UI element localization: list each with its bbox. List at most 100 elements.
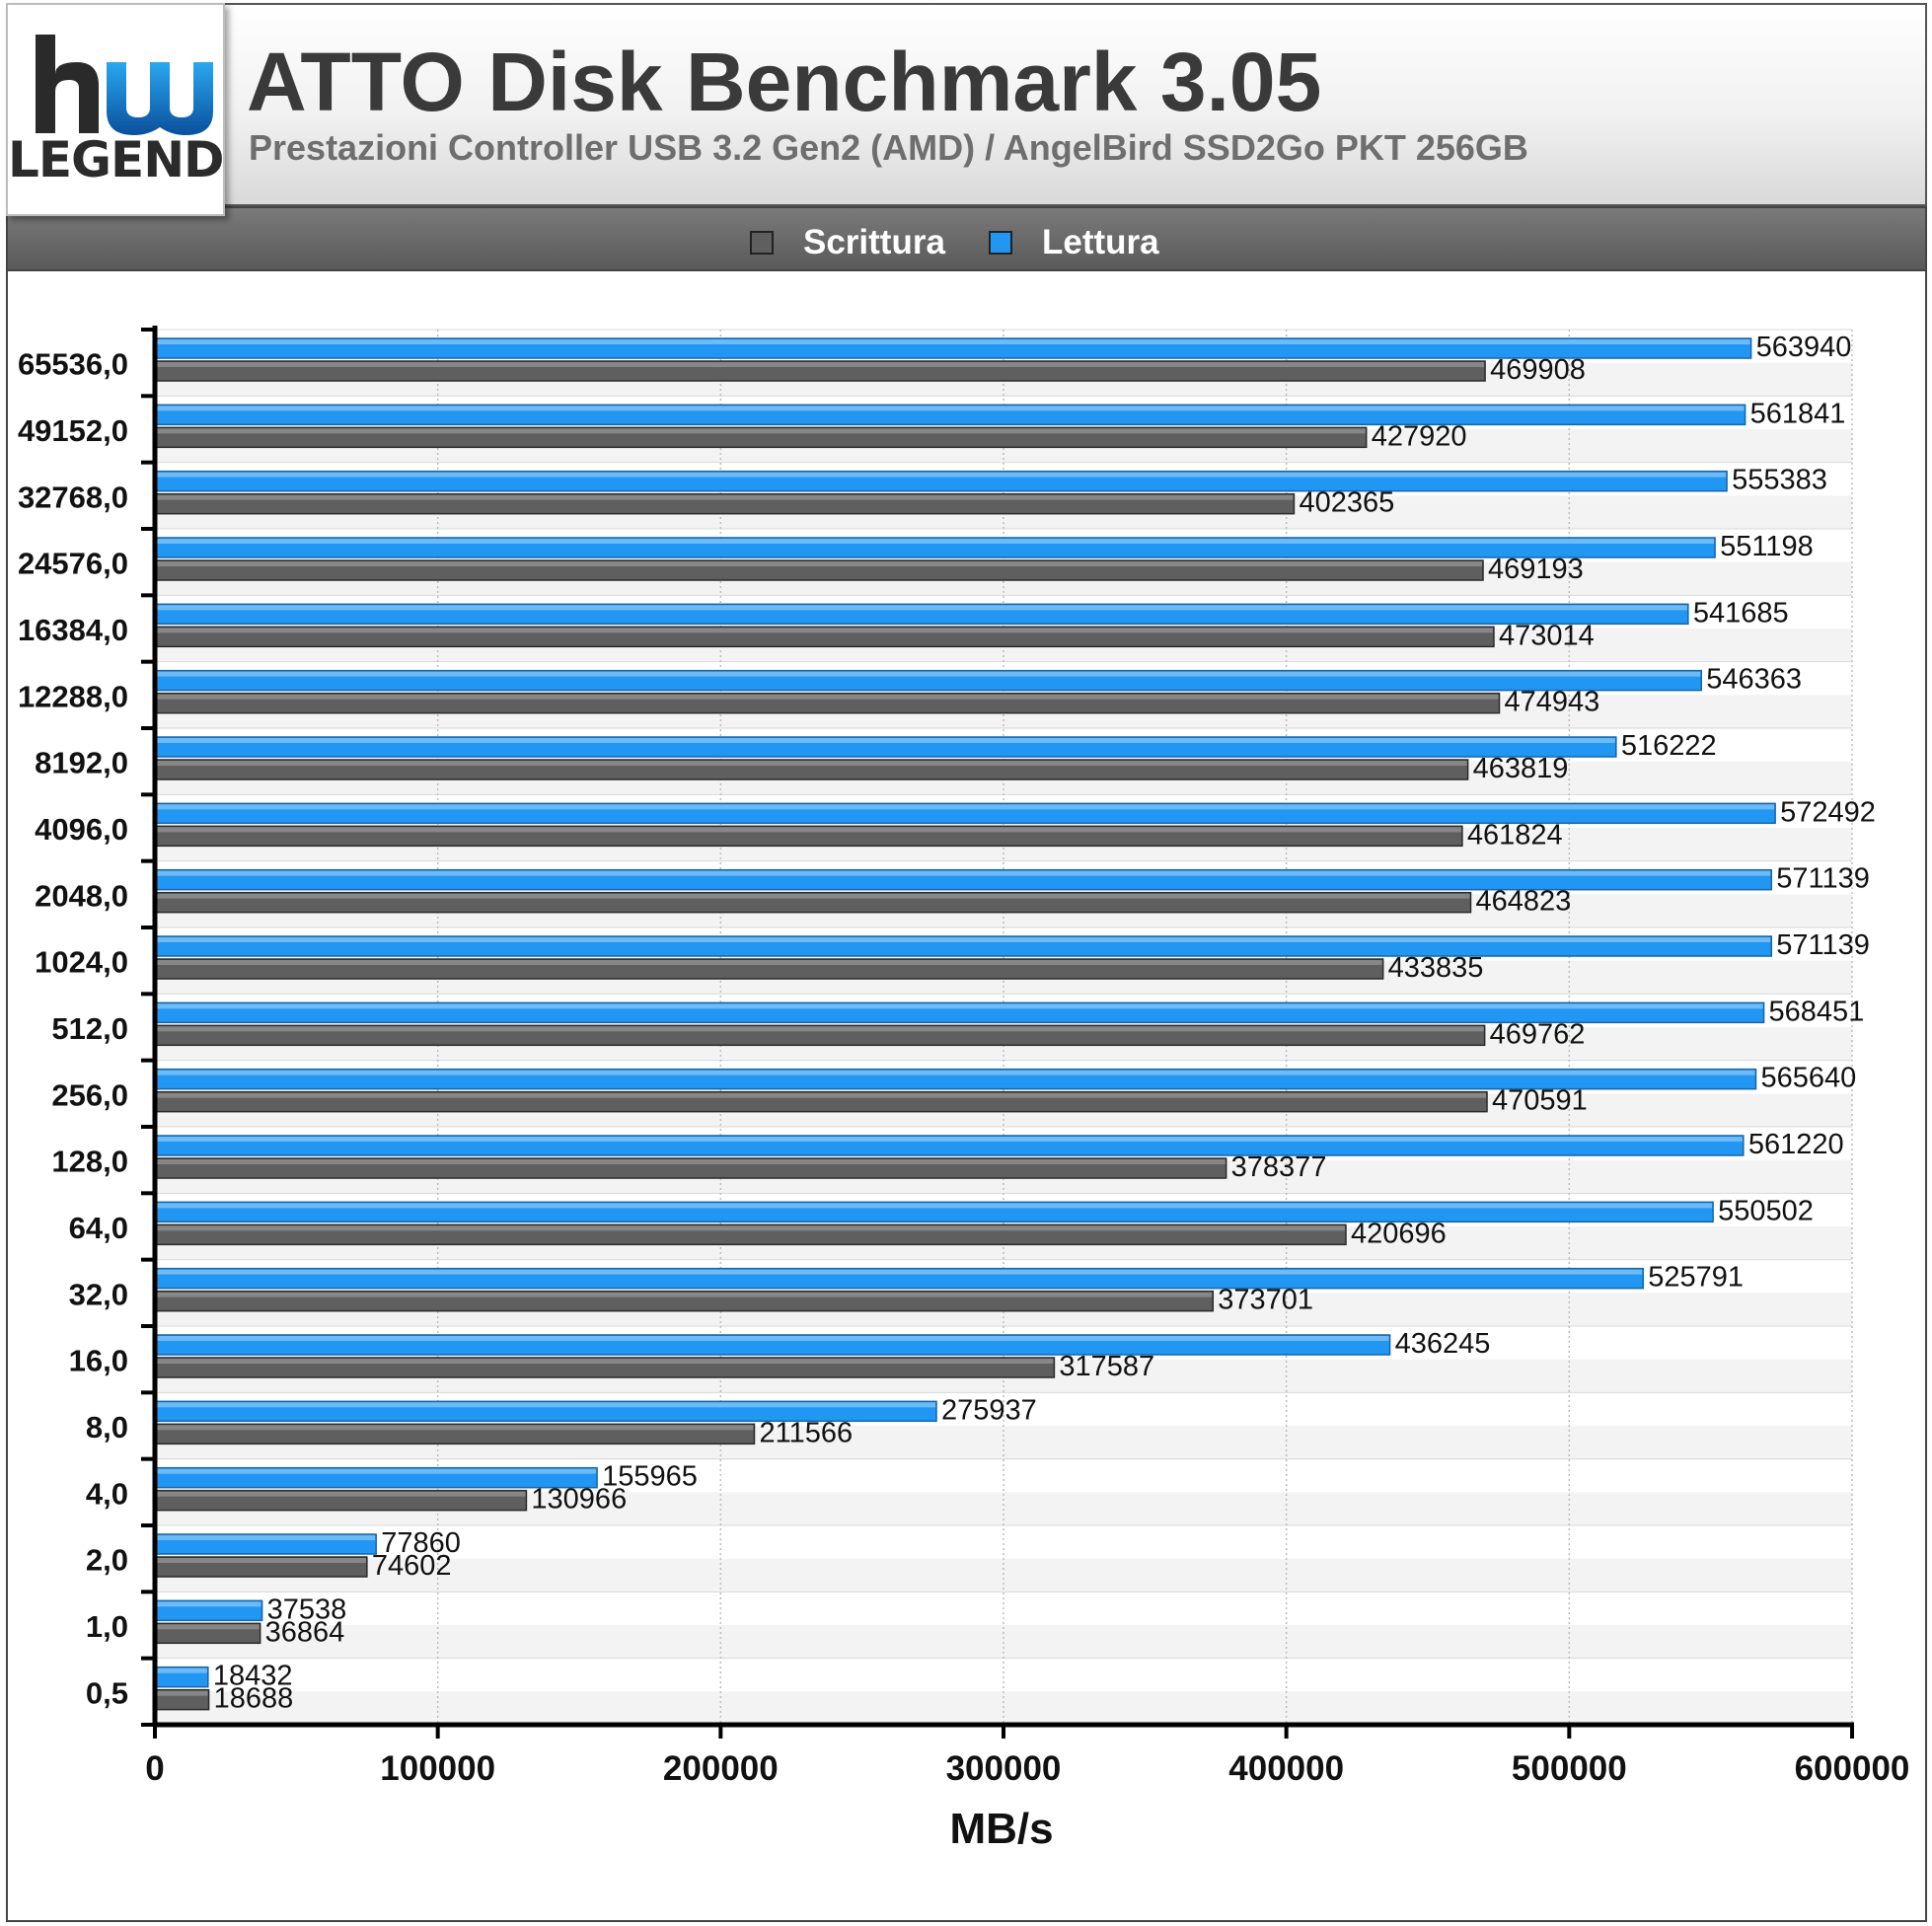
y-tick-label: 4,0 — [86, 1476, 128, 1511]
data-label-scrittura: 469193 — [1488, 554, 1584, 585]
data-label-lettura: 561841 — [1750, 398, 1846, 429]
data-label-lettura: 275937 — [941, 1394, 1037, 1426]
data-label-lettura: 77860 — [381, 1527, 461, 1559]
hwlegend-logo: LEGEND — [6, 3, 225, 216]
x-tick-label: 200000 — [663, 1749, 779, 1788]
y-tick-label: 128,0 — [51, 1145, 128, 1179]
bar-lettura-highlight — [157, 406, 1745, 411]
y-tick-label: 32,0 — [69, 1277, 128, 1311]
plot-frame — [6, 271, 1927, 1922]
bar-lettura-highlight — [157, 472, 1727, 478]
data-label-scrittura: 373701 — [1218, 1285, 1313, 1316]
data-label-lettura: 18432 — [213, 1661, 293, 1692]
data-label-scrittura: 36864 — [265, 1616, 345, 1648]
y-tick-label: 512,0 — [51, 1011, 128, 1046]
y-tick-label: 16384,0 — [18, 613, 128, 647]
bar-scrittura-highlight — [157, 1425, 754, 1431]
bar-scrittura-highlight — [157, 1359, 1054, 1364]
data-label-lettura: 516222 — [1621, 730, 1717, 762]
bar-lettura-highlight — [157, 738, 1615, 743]
bar-lettura-highlight — [157, 1203, 1713, 1209]
data-label-scrittura: 464823 — [1475, 886, 1571, 918]
chart-title: ATTO Disk Benchmark 3.05 — [247, 36, 1322, 128]
bar-scrittura-highlight — [157, 628, 1493, 633]
y-tick-label: 256,0 — [51, 1077, 128, 1112]
data-label-scrittura: 473014 — [1499, 620, 1595, 651]
logo-mark-icon — [36, 35, 213, 135]
bar-scrittura-highlight — [157, 1026, 1484, 1032]
y-tick-label: 8,0 — [86, 1410, 128, 1444]
x-tick-label: 100000 — [380, 1749, 495, 1788]
legend-label-lettura: Lettura — [1042, 223, 1159, 261]
data-label-lettura: 568451 — [1769, 996, 1865, 1027]
data-label-scrittura: 469762 — [1490, 1018, 1586, 1050]
bar-lettura-highlight — [157, 1336, 1389, 1341]
legend-item-lettura: Lettura — [989, 223, 1159, 262]
y-tick-label: 49152,0 — [18, 413, 128, 448]
x-tick-label: 500000 — [1512, 1749, 1627, 1788]
bar-scrittura-highlight — [157, 761, 1467, 766]
x-tick-label: 600000 — [1795, 1749, 1910, 1788]
x-tick-label: 300000 — [946, 1749, 1062, 1788]
y-tick-label: 4096,0 — [35, 812, 128, 847]
bar-lettura-highlight — [157, 937, 1771, 942]
data-label-scrittura: 463819 — [1473, 753, 1569, 784]
data-label-scrittura: 402365 — [1299, 487, 1394, 519]
data-label-scrittura: 433835 — [1388, 952, 1484, 984]
data-label-scrittura: 461824 — [1467, 819, 1563, 851]
data-label-scrittura: 74602 — [372, 1550, 452, 1582]
bar-lettura-highlight — [157, 870, 1771, 876]
data-label-lettura: 561220 — [1748, 1129, 1844, 1160]
data-label-lettura: 571139 — [1776, 929, 1870, 961]
data-label-lettura: 555383 — [1732, 465, 1827, 496]
bar-scrittura-highlight — [157, 561, 1483, 566]
bar-scrittura-highlight — [157, 1624, 260, 1630]
y-tick-label: 32768,0 — [18, 480, 128, 514]
data-label-scrittura: 474943 — [1505, 687, 1600, 718]
data-label-scrittura: 18688 — [214, 1683, 294, 1715]
chart-header: ATTO Disk Benchmark 3.05 Prestazioni Con… — [6, 3, 1927, 206]
data-label-scrittura: 130966 — [531, 1484, 627, 1516]
bar-scrittura-highlight — [157, 362, 1485, 367]
bar-lettura-highlight — [157, 804, 1775, 810]
bar-lettura-highlight — [157, 339, 1750, 344]
data-label-lettura: 37538 — [267, 1593, 347, 1625]
data-label-lettura: 571139 — [1776, 863, 1870, 895]
bar-lettura-highlight — [157, 1601, 261, 1607]
bar-scrittura-highlight — [157, 428, 1366, 434]
bar-lettura-highlight — [157, 1535, 376, 1540]
bar-lettura-highlight — [157, 1402, 936, 1408]
legend-label-scrittura: Scrittura — [803, 223, 945, 261]
data-label-lettura: 541685 — [1693, 597, 1789, 629]
legend: Scrittura Lettura — [6, 206, 1927, 271]
bar-scrittura-highlight — [157, 1159, 1226, 1164]
bar-scrittura-highlight — [157, 1558, 366, 1563]
bar-lettura-highlight — [157, 539, 1715, 544]
data-label-lettura: 155965 — [602, 1461, 698, 1493]
bar-scrittura-highlight — [157, 1491, 526, 1497]
x-tick-label: 0 — [145, 1749, 164, 1788]
data-label-lettura: 565640 — [1761, 1063, 1857, 1094]
bar-lettura-highlight — [157, 1137, 1743, 1142]
bar-scrittura-highlight — [157, 960, 1382, 965]
bar-lettura-highlight — [157, 1667, 207, 1673]
y-tick-label: 12288,0 — [18, 679, 128, 713]
data-label-lettura: 550502 — [1718, 1195, 1814, 1226]
data-label-scrittura: 469908 — [1490, 354, 1586, 386]
y-tick-label: 64,0 — [69, 1211, 128, 1245]
x-tick-label: 400000 — [1228, 1749, 1344, 1788]
legend-swatch-scrittura — [750, 231, 774, 255]
data-label-lettura: 436245 — [1395, 1328, 1491, 1360]
x-axis-title: MB/s — [949, 1805, 1053, 1853]
bar-scrittura-highlight — [157, 893, 1470, 899]
data-label-lettura: 551198 — [1720, 531, 1814, 562]
bar-lettura-highlight — [157, 1070, 1755, 1075]
y-tick-label: 65536,0 — [18, 347, 128, 382]
data-label-scrittura: 427920 — [1372, 420, 1467, 452]
bar-lettura-highlight — [157, 1468, 597, 1474]
bar-scrittura-highlight — [157, 494, 1294, 500]
chart-subtitle: Prestazioni Controller USB 3.2 Gen2 (AMD… — [249, 127, 1528, 168]
bar-scrittura-highlight — [157, 1690, 208, 1696]
